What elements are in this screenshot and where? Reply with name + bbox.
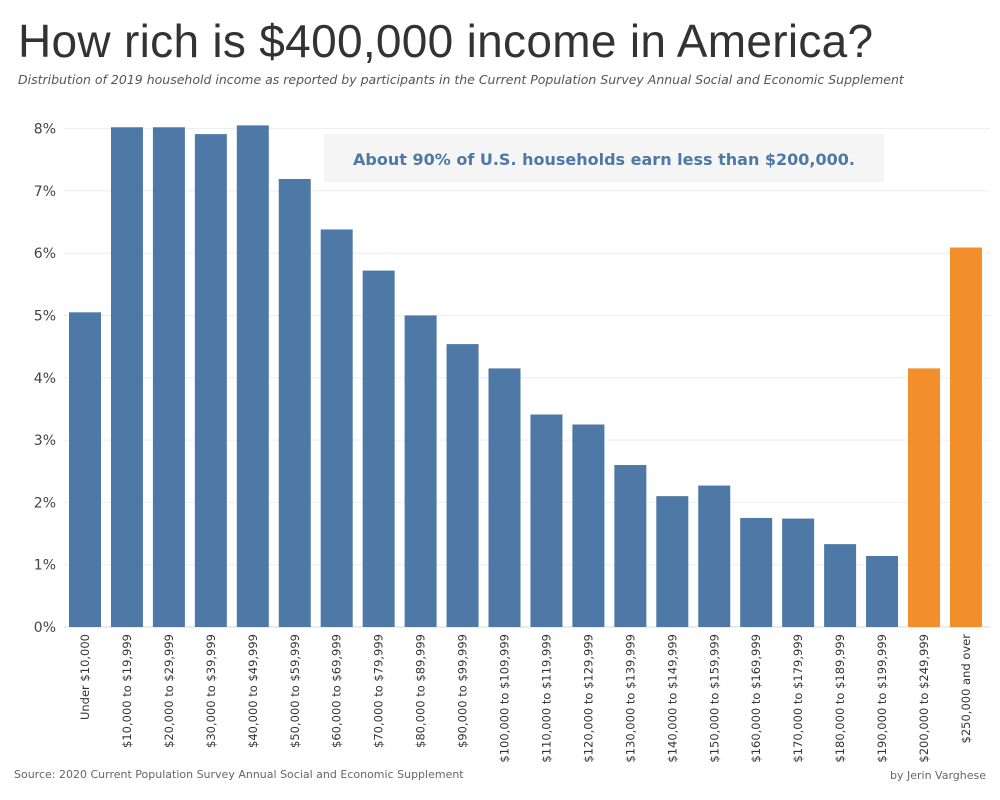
y-tick-label: 1% xyxy=(34,558,56,574)
bar xyxy=(320,229,353,628)
bar xyxy=(949,247,982,627)
x-tick-label: Under $10,000 xyxy=(78,634,92,720)
y-tick-label: 5% xyxy=(34,308,56,324)
annotation: About 90% of U.S. households earn less t… xyxy=(324,134,884,182)
x-tick-label: $130,000 to $139,999 xyxy=(623,634,637,763)
y-tick-label: 2% xyxy=(34,495,56,511)
x-tick-label: $80,000 to $89,999 xyxy=(414,634,428,748)
bar xyxy=(488,368,521,627)
x-tick-label: $110,000 to $119,999 xyxy=(539,634,553,763)
x-tick-label: $50,000 to $59,999 xyxy=(288,634,302,748)
y-tick-label: 7% xyxy=(34,184,56,200)
chart-title: How rich is $400,000 income in America? xyxy=(18,15,874,67)
bar xyxy=(236,125,269,628)
bar xyxy=(69,312,101,627)
x-tick-label: $10,000 to $19,999 xyxy=(120,634,134,748)
x-tick-label: $190,000 to $199,999 xyxy=(875,634,889,763)
x-tick-label: $180,000 to $189,999 xyxy=(833,634,847,763)
annotation-text: About 90% of U.S. households earn less t… xyxy=(353,150,855,169)
bar xyxy=(278,178,311,627)
bar xyxy=(404,315,437,627)
y-tick-label: 6% xyxy=(34,246,56,262)
bar xyxy=(194,134,227,627)
x-axis-ticks: Under $10,000 $10,000 to $19,999 $20,000 t… xyxy=(78,634,973,763)
bar xyxy=(362,270,395,627)
chart-subtitle: Distribution of 2019 household income as… xyxy=(18,72,904,87)
annotation-box xyxy=(324,134,884,182)
x-tick-label: $120,000 to $129,999 xyxy=(581,634,595,763)
bar xyxy=(908,368,940,627)
bar xyxy=(152,127,185,627)
y-tick-label: 4% xyxy=(34,371,56,387)
x-tick-label: $70,000 to $79,999 xyxy=(372,634,386,748)
author-credit: by Jerin Varghese xyxy=(889,769,986,782)
bar xyxy=(572,424,605,627)
y-tick-label: 0% xyxy=(34,620,56,636)
x-tick-label: $60,000 to $69,999 xyxy=(330,634,344,748)
y-tick-label: 8% xyxy=(34,122,56,138)
x-tick-label: $40,000 to $49,999 xyxy=(246,634,260,748)
bar xyxy=(866,555,899,627)
bar xyxy=(446,344,479,627)
x-tick-label: $20,000 to $29,999 xyxy=(162,634,176,748)
bar xyxy=(698,485,731,627)
bar xyxy=(740,517,773,627)
bar xyxy=(530,414,563,627)
y-axis-ticks: 0% 1% 2% 3% 4% 5% 6% 7% 8% xyxy=(34,122,56,637)
x-tick-label: $250,000 and over xyxy=(959,634,973,744)
bars xyxy=(69,125,982,628)
x-tick-label: $100,000 to $109,999 xyxy=(498,634,512,763)
bar xyxy=(656,496,689,627)
x-tick-label: $160,000 to $169,999 xyxy=(749,634,763,763)
x-tick-label: $200,000 to $249,999 xyxy=(917,634,931,763)
x-tick-label: $150,000 to $159,999 xyxy=(707,634,721,763)
x-tick-label: $30,000 to $39,999 xyxy=(204,634,218,748)
x-tick-label: $90,000 to $99,999 xyxy=(456,634,470,748)
bar xyxy=(110,127,143,627)
bar xyxy=(614,464,647,627)
bar xyxy=(782,518,815,627)
y-tick-label: 3% xyxy=(34,433,56,449)
source-note: Source: 2020 Current Population Survey A… xyxy=(14,768,464,781)
x-tick-label: $170,000 to $179,999 xyxy=(791,634,805,763)
bar xyxy=(824,544,857,627)
x-tick-label: $140,000 to $149,999 xyxy=(665,634,679,763)
